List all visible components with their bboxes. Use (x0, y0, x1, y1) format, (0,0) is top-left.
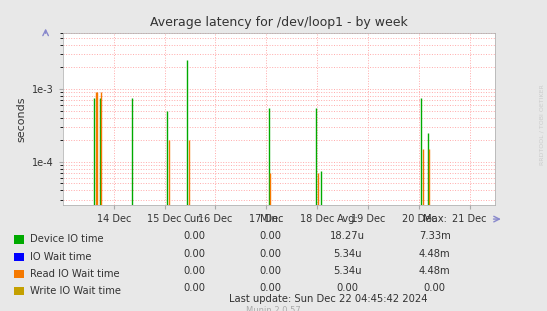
Text: 0.00: 0.00 (260, 283, 282, 293)
Text: 5.34u: 5.34u (333, 266, 362, 276)
Text: 0.00: 0.00 (183, 283, 205, 293)
Text: 0.00: 0.00 (183, 248, 205, 258)
Text: 4.48m: 4.48m (419, 248, 451, 258)
Title: Average latency for /dev/loop1 - by week: Average latency for /dev/loop1 - by week (150, 16, 408, 29)
Text: Max:: Max: (423, 214, 447, 224)
Text: 18.27u: 18.27u (330, 231, 365, 241)
Text: Last update: Sun Dec 22 04:45:42 2024: Last update: Sun Dec 22 04:45:42 2024 (229, 294, 427, 304)
Text: 5.34u: 5.34u (333, 248, 362, 258)
Text: Avg:: Avg: (336, 214, 358, 224)
Text: Device IO time: Device IO time (30, 234, 104, 244)
Text: Min:: Min: (260, 214, 281, 224)
Text: 0.00: 0.00 (260, 231, 282, 241)
Text: 0.00: 0.00 (260, 266, 282, 276)
Text: Read IO Wait time: Read IO Wait time (30, 269, 120, 279)
Text: Cur:: Cur: (184, 214, 205, 224)
Text: 0.00: 0.00 (183, 231, 205, 241)
Text: 0.00: 0.00 (424, 283, 446, 293)
Text: RRDTOOL / TOBI OETIKER: RRDTOOL / TOBI OETIKER (539, 84, 544, 165)
Text: Write IO Wait time: Write IO Wait time (30, 286, 121, 296)
Text: 0.00: 0.00 (183, 266, 205, 276)
Text: IO Wait time: IO Wait time (30, 252, 91, 262)
Text: 0.00: 0.00 (336, 283, 358, 293)
Text: 7.33m: 7.33m (419, 231, 451, 241)
Text: 0.00: 0.00 (260, 248, 282, 258)
Y-axis label: seconds: seconds (16, 96, 27, 142)
Text: 4.48m: 4.48m (419, 266, 451, 276)
Text: Munin 2.0.57: Munin 2.0.57 (246, 305, 301, 311)
